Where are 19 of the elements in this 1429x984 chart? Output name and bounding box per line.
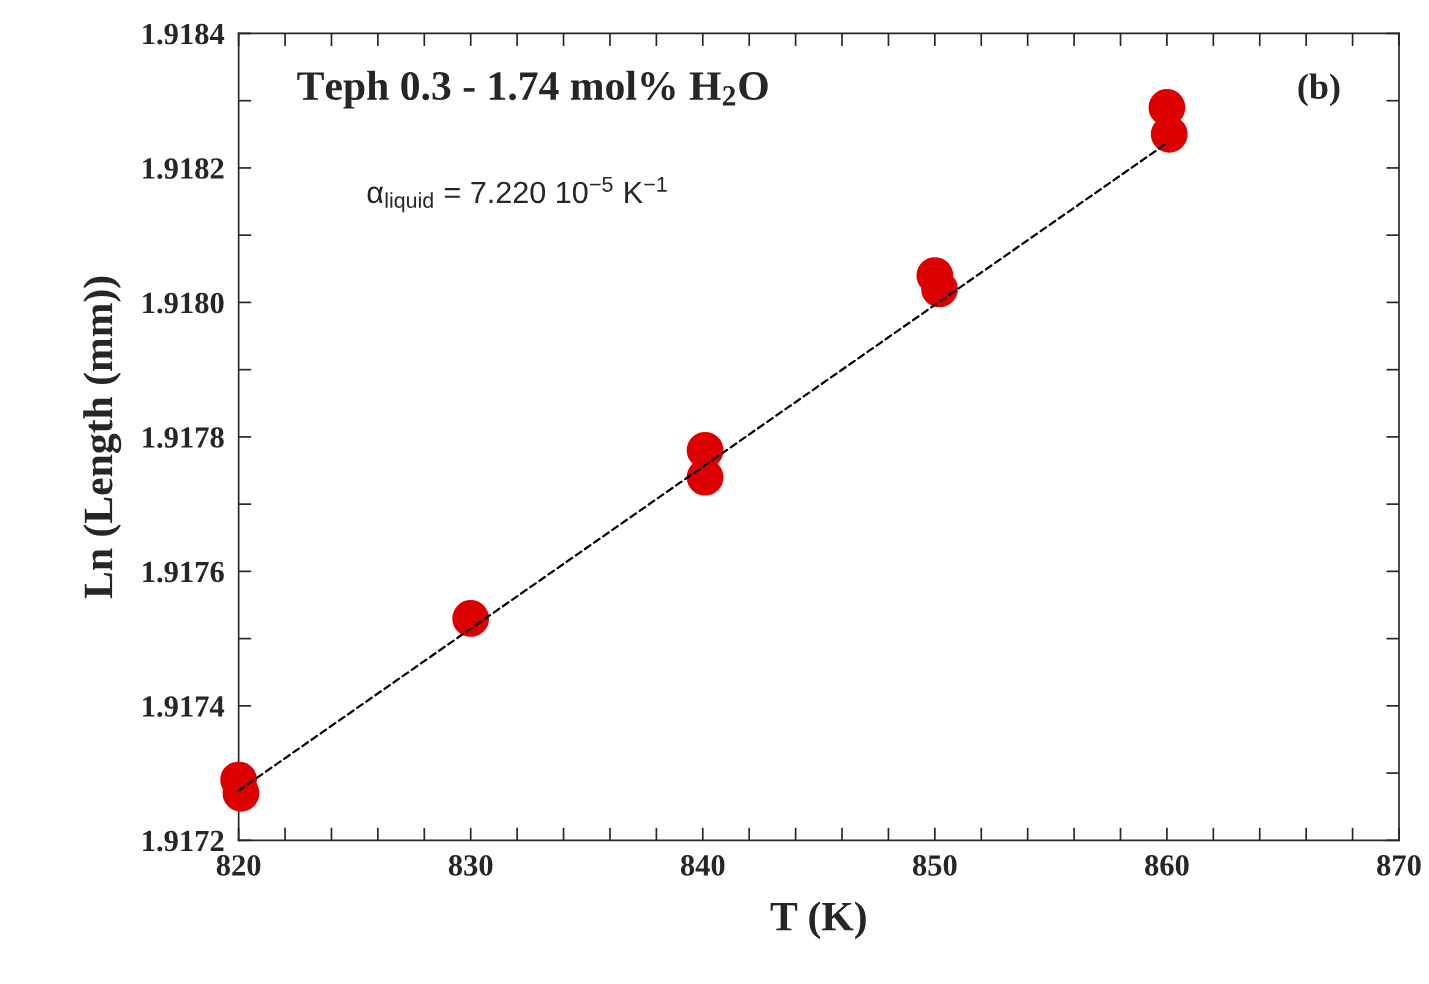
y-tick-label: 1.9172: [143, 830, 224, 852]
annotation: α$_{liquid}$ = 7.220 10$^{−5}$ K$^{−1}$: [367, 176, 667, 213]
y-axis-title: Ln (Length (mm)): [83, 276, 122, 599]
x-tick-label: 860: [1145, 855, 1189, 876]
x-tick-label: 850: [912, 855, 957, 876]
annotation: (b): [1298, 73, 1340, 107]
y-tick-label: 1.9178: [143, 427, 224, 448]
y-tick-label: 1.9176: [143, 561, 224, 583]
y-tick-label: 1.9182: [143, 158, 224, 179]
x-tick-label: 840: [680, 855, 725, 876]
x-tick-label: 830: [448, 855, 493, 876]
x-axis-title: T (K): [770, 901, 866, 940]
annotation: Teph 0.3 - 1.74 mol% H$_{2}$O: [297, 70, 768, 109]
x-tick-label: 870: [1377, 855, 1421, 876]
y-tick-label: 1.9174: [143, 696, 225, 717]
point: [452, 600, 490, 637]
y-tick-label: 1.9180: [143, 292, 224, 314]
x-tick-label: 820: [216, 855, 261, 876]
y-tick-label: 1.9184: [143, 23, 225, 45]
